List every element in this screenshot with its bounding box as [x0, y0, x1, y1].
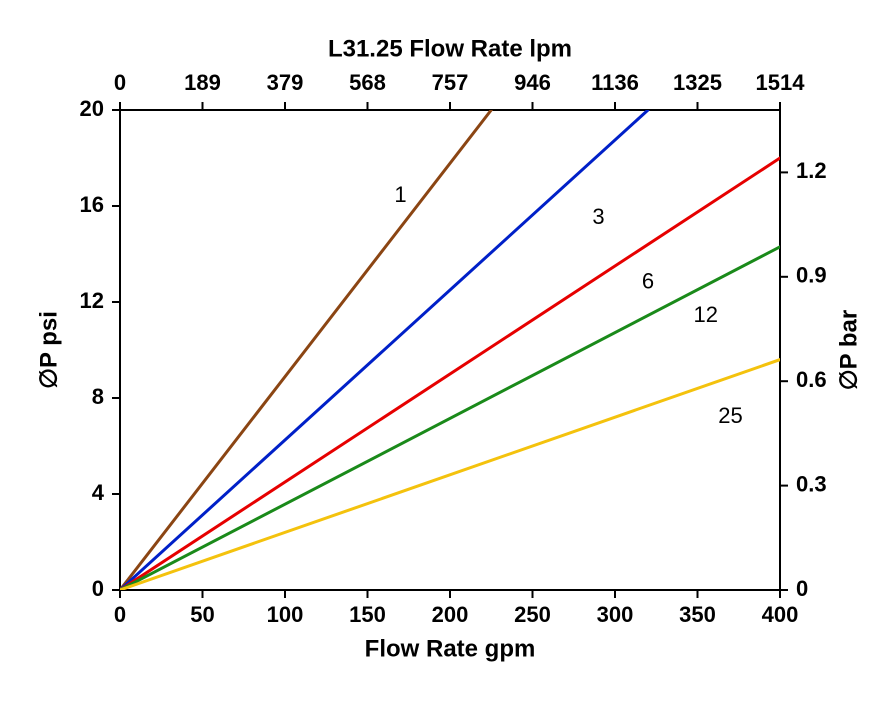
svg-text:1325: 1325 [673, 70, 722, 95]
svg-text:150: 150 [349, 602, 386, 627]
svg-text:1514: 1514 [756, 70, 806, 95]
svg-text:0.9: 0.9 [796, 263, 827, 288]
svg-text:568: 568 [349, 70, 386, 95]
series-label-1: 1 [394, 182, 406, 207]
svg-text:379: 379 [267, 70, 304, 95]
svg-text:400: 400 [762, 602, 799, 627]
svg-text:200: 200 [432, 602, 469, 627]
svg-text:0.6: 0.6 [796, 367, 827, 392]
svg-text:0.3: 0.3 [796, 471, 827, 496]
svg-text:946: 946 [514, 70, 551, 95]
svg-text:8: 8 [92, 384, 104, 409]
svg-text:12: 12 [80, 288, 104, 313]
svg-text:757: 757 [432, 70, 469, 95]
svg-text:0: 0 [114, 602, 126, 627]
svg-text:1136: 1136 [591, 70, 639, 95]
svg-text:20: 20 [80, 96, 104, 121]
series-label-25: 25 [718, 403, 742, 428]
svg-text:300: 300 [597, 602, 634, 627]
series-label-6: 6 [642, 269, 654, 294]
svg-text:∅P bar: ∅P bar [835, 310, 862, 391]
svg-text:0: 0 [114, 70, 126, 95]
svg-text:250: 250 [514, 602, 551, 627]
chart-container: 050100150200250300350400Flow Rate gpm018… [0, 0, 886, 702]
svg-text:0: 0 [796, 576, 808, 601]
line-chart: 050100150200250300350400Flow Rate gpm018… [0, 0, 886, 702]
svg-text:50: 50 [190, 602, 214, 627]
series-label-3: 3 [592, 204, 604, 229]
svg-text:L31.25 Flow Rate lpm: L31.25 Flow Rate lpm [328, 35, 572, 62]
svg-text:0: 0 [92, 576, 104, 601]
svg-text:1.2: 1.2 [796, 158, 827, 183]
svg-text:16: 16 [80, 192, 104, 217]
svg-text:350: 350 [679, 602, 716, 627]
svg-text:189: 189 [184, 70, 221, 95]
svg-text:Flow Rate gpm: Flow Rate gpm [365, 635, 536, 662]
svg-text:∅P psi: ∅P psi [35, 311, 62, 389]
svg-text:100: 100 [267, 602, 304, 627]
series-label-12: 12 [694, 302, 718, 327]
svg-text:4: 4 [92, 480, 105, 505]
